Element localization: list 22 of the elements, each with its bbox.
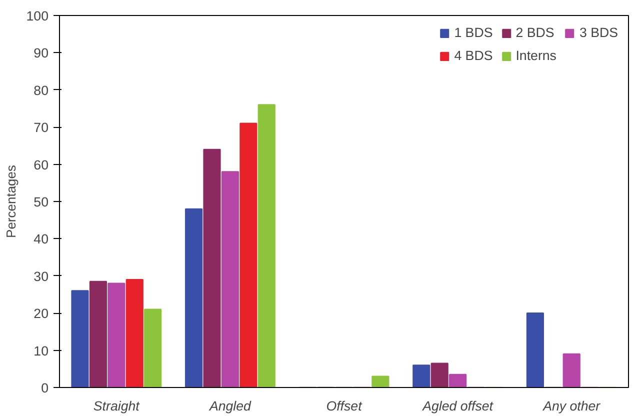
x-tick-label: Angled — [208, 398, 252, 414]
y-tick-label: 100 — [26, 8, 49, 24]
y-tick-label: 90 — [34, 46, 49, 61]
y-tick-label: 10 — [34, 343, 49, 358]
y-tick-label: 40 — [34, 232, 49, 247]
y-tick-label: 70 — [34, 120, 49, 136]
y-tick-label: 20 — [34, 306, 49, 322]
y-tick-label: 30 — [34, 268, 49, 284]
legend-label: 2 BDS — [516, 25, 554, 40]
legend-label: Interns — [516, 48, 556, 63]
x-tick-label: Agled offset — [422, 398, 494, 414]
x-tick-label: Offset — [326, 398, 364, 414]
y-tick-label: 80 — [34, 82, 49, 98]
legend-label: 4 BDS — [454, 48, 493, 63]
y-tick-label: 0 — [41, 380, 49, 396]
y-tick-label: 60 — [34, 157, 49, 172]
x-tick-label: Straight — [93, 398, 141, 414]
x-tick-label: Any other — [542, 398, 601, 414]
y-tick-label: 50 — [34, 194, 49, 210]
legend-label: 3 BDS — [579, 25, 618, 40]
legend-label: 1 BDS — [454, 25, 493, 40]
y-axis-title: Percentages — [3, 164, 18, 238]
